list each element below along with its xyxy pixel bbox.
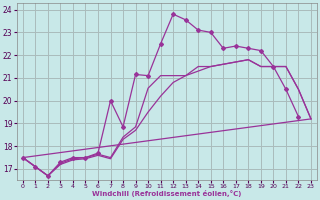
X-axis label: Windchill (Refroidissement éolien,°C): Windchill (Refroidissement éolien,°C) (92, 190, 242, 197)
